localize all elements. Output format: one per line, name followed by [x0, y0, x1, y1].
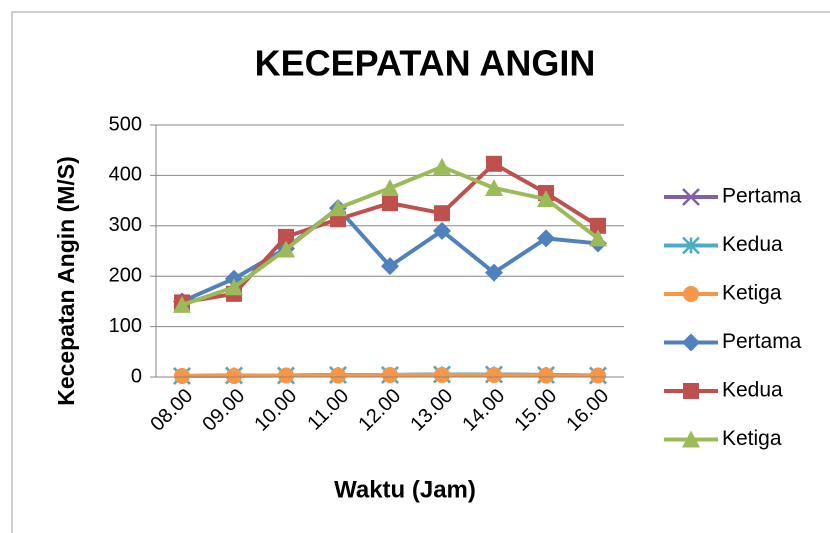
legend-label: Ketiga [722, 282, 782, 305]
data-point [538, 367, 554, 384]
data-point [174, 367, 190, 384]
data-point [173, 295, 191, 313]
data-point [277, 240, 295, 258]
y-tick-label: 400 [109, 164, 142, 186]
data-point [225, 278, 243, 296]
data-point [485, 263, 503, 282]
data-point [590, 217, 606, 234]
legend-label: Pertama [722, 330, 802, 353]
data-point [434, 205, 450, 222]
y-tick-label: 100 [109, 315, 142, 337]
data-point [434, 366, 450, 383]
data-point [381, 257, 399, 276]
data-point [486, 366, 502, 383]
data-point [433, 221, 451, 240]
legend-swatch-marker [683, 383, 699, 399]
data-point [486, 155, 502, 172]
legend-swatch-marker [682, 333, 700, 352]
chart-title: KECEPATAN ANGIN [255, 43, 596, 84]
data-point [329, 199, 347, 217]
data-point [381, 179, 399, 196]
y-tick-label: 200 [109, 264, 142, 286]
y-axis-label: Kecepatan Angin (M/S) [53, 156, 79, 406]
legend-label: Kedua [722, 233, 783, 256]
data-point [537, 190, 555, 208]
data-point [433, 157, 451, 175]
data-point [590, 367, 606, 384]
data-point [226, 367, 242, 384]
legend-swatch-marker [683, 286, 699, 302]
data-point [537, 229, 555, 248]
data-point [485, 179, 503, 196]
data-point [382, 195, 398, 212]
legend-label: Ketiga [722, 427, 782, 450]
legend-label: Kedua [722, 379, 783, 402]
legend-swatch-marker [682, 236, 700, 255]
data-point [278, 367, 294, 384]
data-point [278, 228, 294, 245]
x-axis-label: Waktu (Jam) [334, 476, 476, 503]
legend-swatch-marker [682, 430, 700, 448]
legend-swatch-marker [682, 188, 700, 206]
data-point [330, 367, 346, 384]
data-point [589, 229, 607, 247]
y-tick-label: 500 [109, 113, 142, 135]
y-tick-label: 300 [109, 214, 142, 236]
data-point [382, 366, 398, 383]
y-tick-label: 0 [131, 365, 142, 387]
legend-label: Pertama [722, 185, 802, 208]
